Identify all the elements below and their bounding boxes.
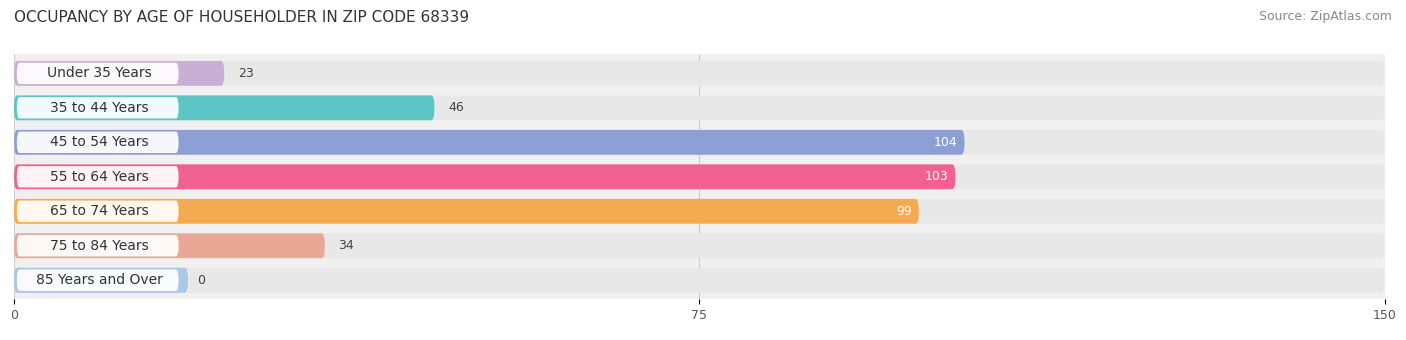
- FancyBboxPatch shape: [14, 199, 1385, 224]
- Text: 99: 99: [896, 205, 911, 218]
- FancyBboxPatch shape: [14, 130, 1385, 155]
- FancyBboxPatch shape: [14, 130, 965, 155]
- Text: OCCUPANCY BY AGE OF HOUSEHOLDER IN ZIP CODE 68339: OCCUPANCY BY AGE OF HOUSEHOLDER IN ZIP C…: [14, 10, 470, 25]
- FancyBboxPatch shape: [14, 268, 188, 293]
- Text: 0: 0: [197, 274, 205, 287]
- Text: 45 to 54 Years: 45 to 54 Years: [49, 135, 149, 149]
- FancyBboxPatch shape: [17, 166, 179, 187]
- Text: 35 to 44 Years: 35 to 44 Years: [49, 101, 149, 115]
- Text: 65 to 74 Years: 65 to 74 Years: [49, 204, 149, 218]
- Text: 104: 104: [934, 136, 957, 149]
- FancyBboxPatch shape: [14, 96, 1385, 120]
- FancyBboxPatch shape: [17, 235, 179, 256]
- FancyBboxPatch shape: [14, 61, 1385, 86]
- FancyBboxPatch shape: [17, 270, 179, 291]
- FancyBboxPatch shape: [14, 268, 1385, 293]
- Text: 75 to 84 Years: 75 to 84 Years: [49, 239, 149, 253]
- FancyBboxPatch shape: [17, 97, 179, 119]
- FancyBboxPatch shape: [14, 96, 434, 120]
- Text: 103: 103: [924, 170, 948, 183]
- Text: Source: ZipAtlas.com: Source: ZipAtlas.com: [1258, 10, 1392, 23]
- FancyBboxPatch shape: [17, 132, 179, 153]
- Text: 85 Years and Over: 85 Years and Over: [35, 273, 163, 287]
- FancyBboxPatch shape: [14, 268, 188, 293]
- FancyBboxPatch shape: [14, 233, 1385, 258]
- FancyBboxPatch shape: [14, 233, 325, 258]
- Text: 55 to 64 Years: 55 to 64 Years: [49, 170, 149, 184]
- FancyBboxPatch shape: [17, 201, 179, 222]
- FancyBboxPatch shape: [17, 63, 179, 84]
- Text: 34: 34: [339, 239, 354, 252]
- FancyBboxPatch shape: [14, 199, 920, 224]
- Text: Under 35 Years: Under 35 Years: [46, 66, 152, 80]
- Text: 46: 46: [449, 101, 464, 114]
- FancyBboxPatch shape: [14, 164, 1385, 189]
- FancyBboxPatch shape: [14, 164, 956, 189]
- Text: 23: 23: [238, 67, 253, 80]
- FancyBboxPatch shape: [14, 61, 225, 86]
